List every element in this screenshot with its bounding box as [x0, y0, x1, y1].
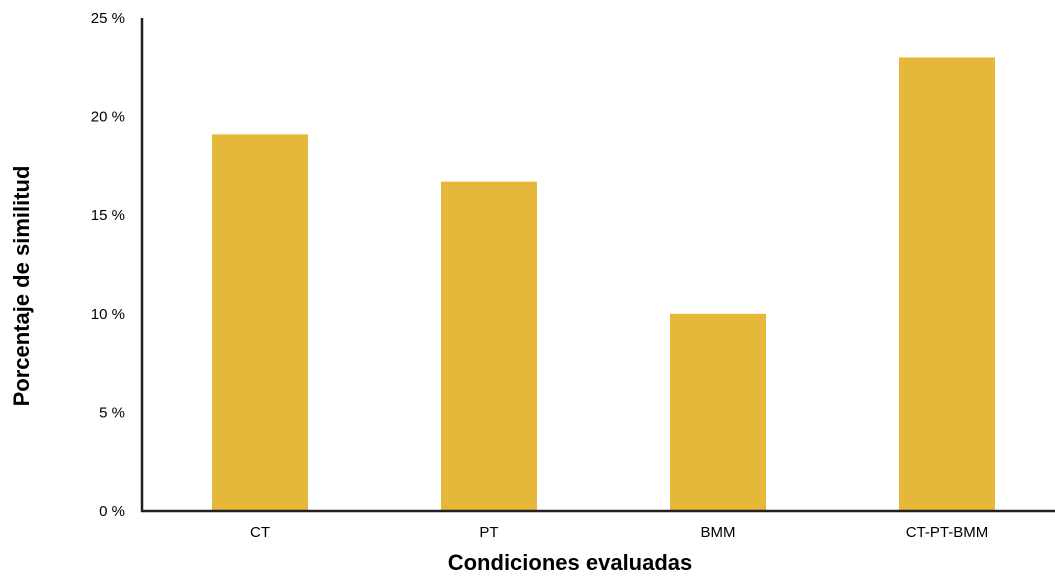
axes-layer [140, 18, 1055, 513]
y-axis-title: Porcentaje de similitud [9, 166, 34, 407]
bar-pt [441, 181, 537, 511]
x-tick-label-ct-pt-bmm: CT-PT-BMM [906, 524, 989, 541]
y-tick-label: 25 % [91, 10, 125, 27]
y-tick-label: 20 % [91, 109, 125, 126]
x-axis-title: Condiciones evaluadas [448, 550, 693, 575]
bar-bmm [670, 313, 766, 511]
x-tick-label-pt: PT [479, 524, 498, 541]
bar-ct [212, 134, 308, 511]
y-tick-label: 15 % [91, 207, 125, 224]
x-tick-label-bmm: BMM [701, 524, 736, 541]
y-tick-label: 0 % [99, 503, 125, 520]
bar-ct-pt-bmm [899, 57, 995, 511]
x-tick-label-ct: CT [250, 524, 270, 541]
y-tick-label: 5 % [99, 404, 125, 421]
bars-layer [212, 57, 995, 511]
x-tick-labels: CT PT BMM CT-PT-BMM [250, 524, 988, 541]
y-tick-labels: 0 % 5 % 10 % 15 % 20 % 25 % [91, 10, 125, 520]
y-tick-label: 10 % [91, 306, 125, 323]
